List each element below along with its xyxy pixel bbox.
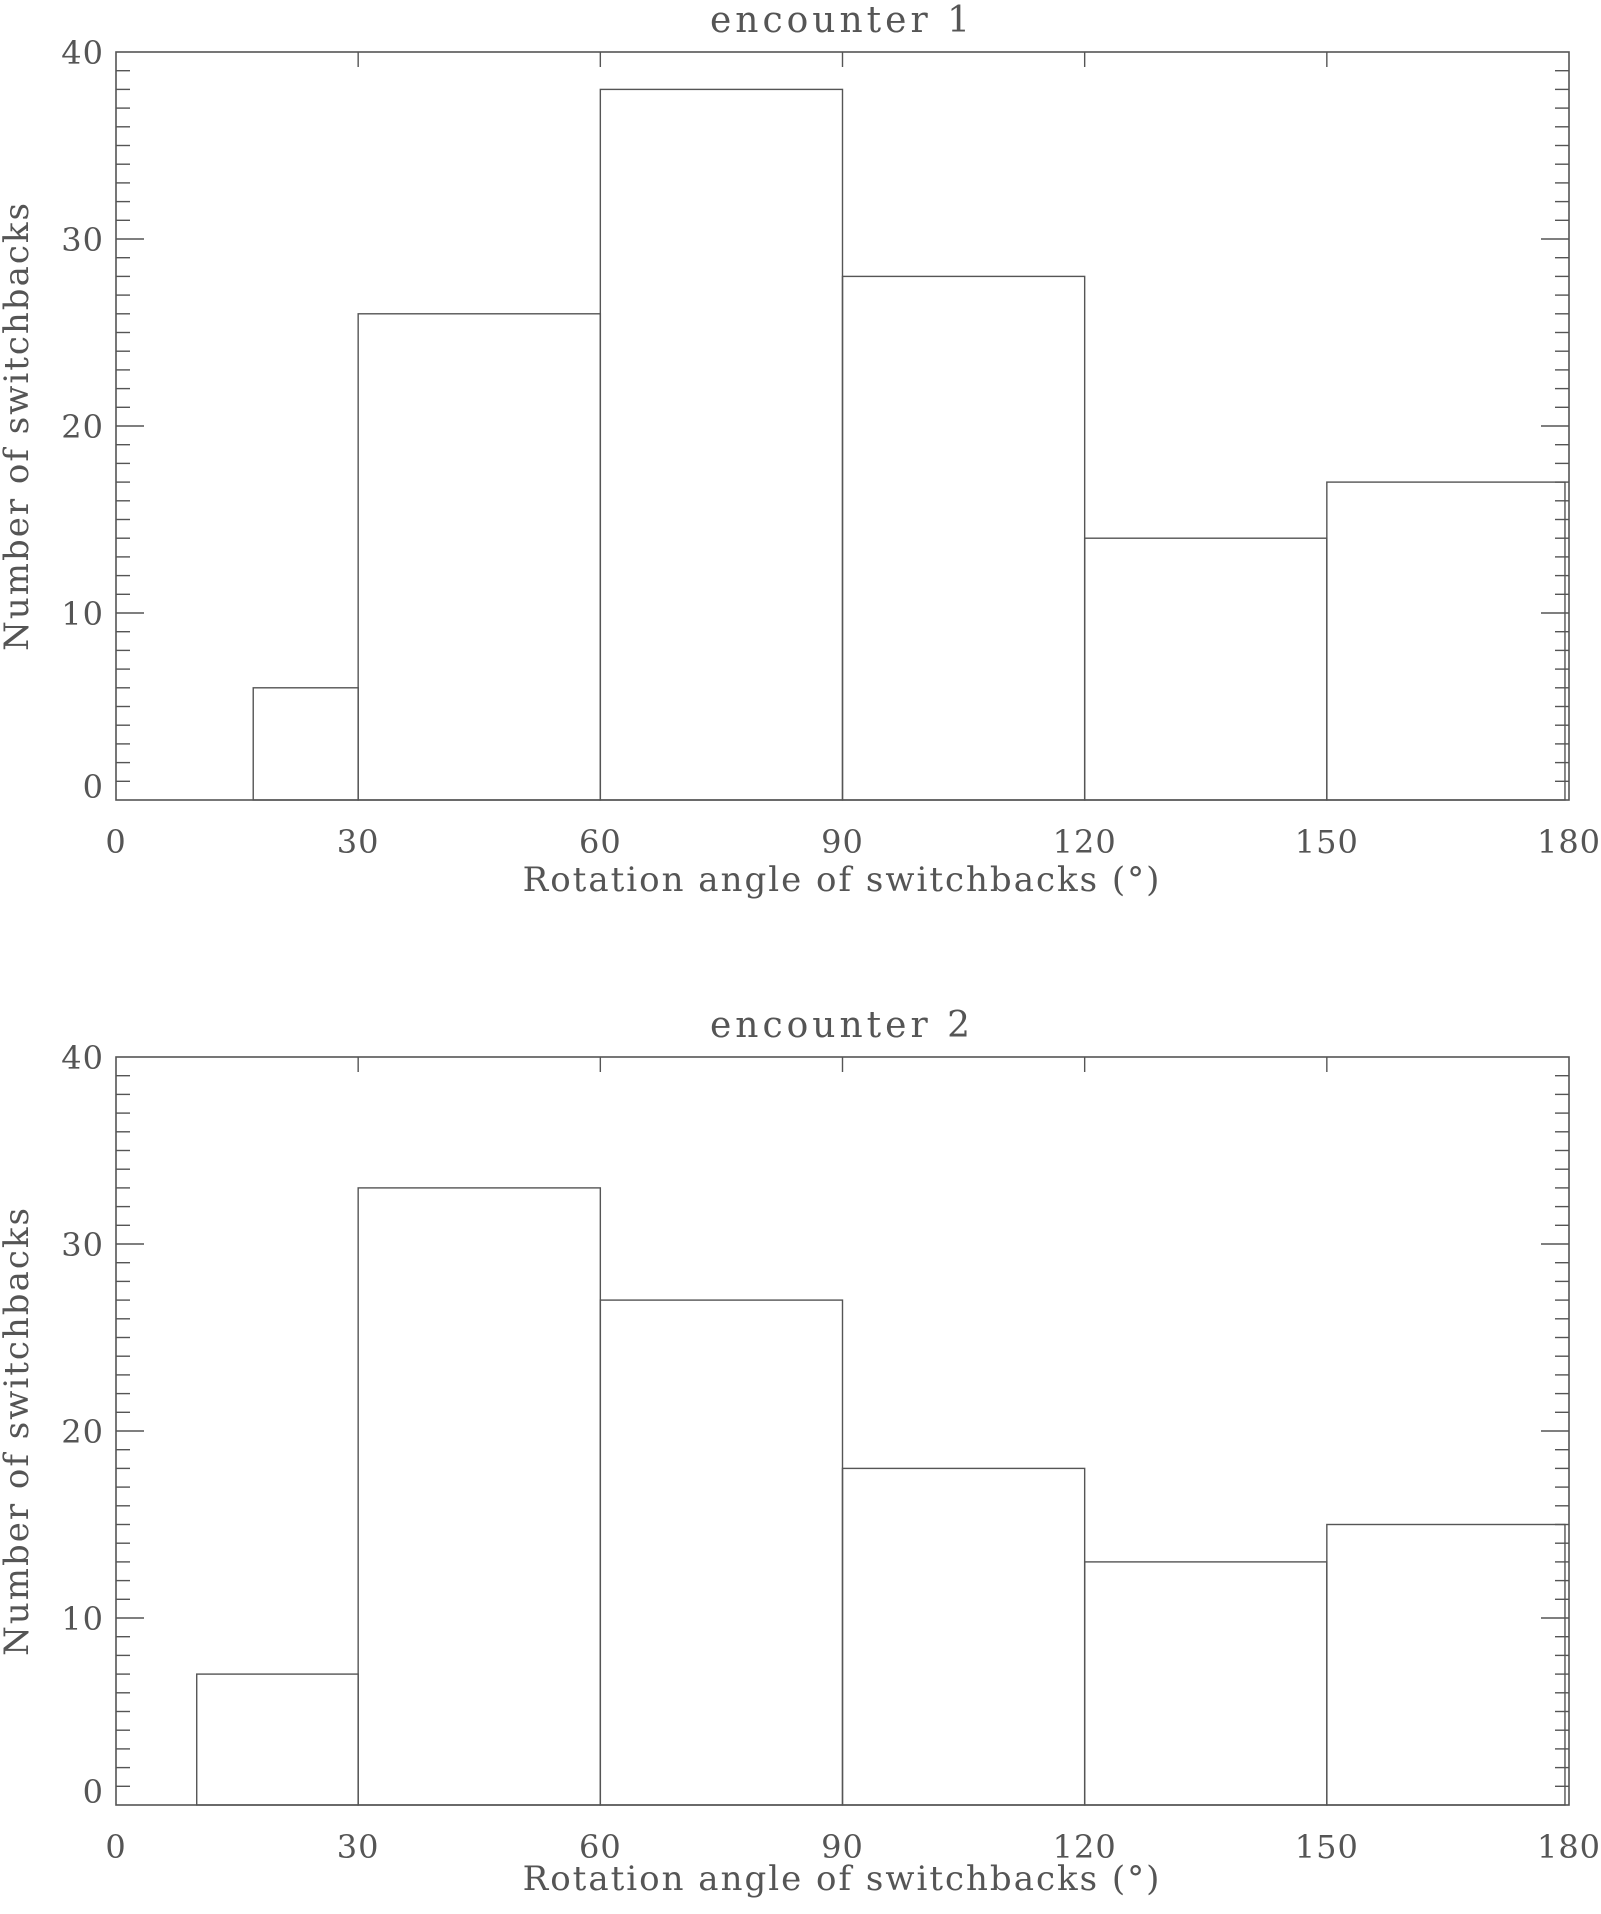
x-tick-label: 60 bbox=[579, 823, 622, 861]
x-tick-label: 180 bbox=[1537, 1828, 1601, 1866]
x-tick-label: 150 bbox=[1295, 823, 1359, 861]
x-tick-label: 120 bbox=[1053, 1828, 1117, 1866]
x-axis-label: Rotation angle of switchbacks (°) bbox=[523, 860, 1162, 900]
y-tick-label: 10 bbox=[61, 1600, 104, 1638]
histogram-panel-encounter-2: encounter 2 Rotation angle of switchback… bbox=[0, 1005, 1601, 1899]
x-tick-label: 150 bbox=[1295, 1828, 1359, 1866]
plot-area: 0 10 20 30 40 0 30 60 90 120 150 180 bbox=[61, 34, 1601, 861]
x-tick-label: 60 bbox=[579, 1828, 622, 1866]
histogram-bar bbox=[1083, 537, 1328, 801]
histogram-bar bbox=[1326, 481, 1566, 801]
chart-title: encounter 2 bbox=[710, 1005, 974, 1046]
y-tick-label: 20 bbox=[61, 1413, 104, 1451]
x-tick-label: 30 bbox=[337, 1828, 380, 1866]
histogram-bar bbox=[196, 1673, 359, 1806]
y-tick-label: 30 bbox=[61, 1226, 104, 1264]
x-tick-label: 120 bbox=[1053, 823, 1117, 861]
histogram-bar bbox=[1083, 1561, 1328, 1806]
y-tick-label: 40 bbox=[61, 1039, 104, 1077]
y-tick-label: 0 bbox=[83, 1773, 104, 1811]
x-tick-label: 90 bbox=[821, 823, 864, 861]
x-tick-label: 90 bbox=[821, 1828, 864, 1866]
y-tick-label: 30 bbox=[61, 221, 104, 259]
y-tick-label: 10 bbox=[61, 595, 104, 633]
histogram-bar bbox=[841, 275, 1086, 801]
y-tick-label: 20 bbox=[61, 408, 104, 446]
y-tick-label: 40 bbox=[61, 34, 104, 72]
histogram-bar bbox=[252, 687, 359, 801]
y-axis-label: Number of switchbacks bbox=[0, 201, 37, 651]
x-axis-label: Rotation angle of switchbacks (°) bbox=[523, 1859, 1162, 1899]
histogram-bar bbox=[1326, 1523, 1566, 1806]
histogram-bar bbox=[599, 88, 844, 801]
histogram-bar bbox=[841, 1467, 1086, 1806]
x-tick-label: 180 bbox=[1537, 823, 1601, 861]
y-axis-label: Number of switchbacks bbox=[0, 1206, 37, 1656]
chart-title: encounter 1 bbox=[710, 0, 974, 41]
x-tick-label: 0 bbox=[105, 1828, 126, 1866]
histogram-bar bbox=[357, 313, 602, 801]
histogram-bar bbox=[599, 1299, 844, 1806]
plot-area: 0 10 20 30 40 0 30 60 90 120 150 180 bbox=[61, 1039, 1601, 1866]
x-tick-label: 0 bbox=[105, 823, 126, 861]
y-tick-label: 0 bbox=[83, 768, 104, 806]
histogram-bar bbox=[357, 1187, 602, 1806]
x-tick-label: 30 bbox=[337, 823, 380, 861]
histogram-panel-encounter-1: encounter 1 Rotation angle of switchback… bbox=[0, 0, 1601, 900]
